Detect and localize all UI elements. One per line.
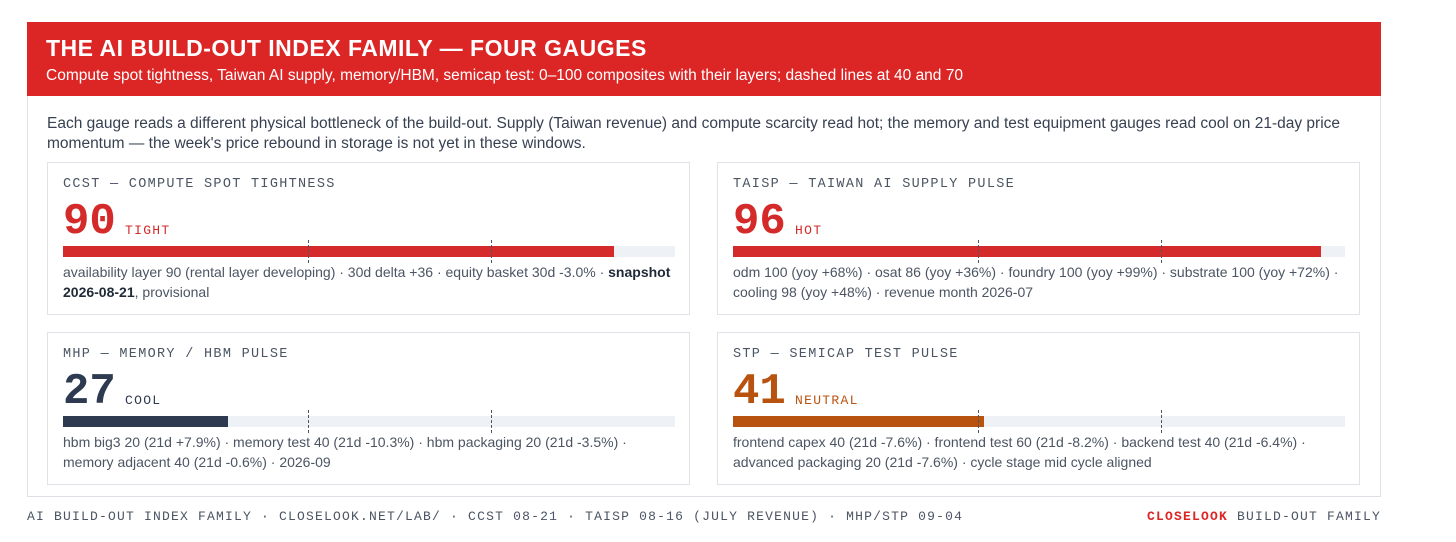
threshold-line [1161,240,1163,263]
gauge-card: STP — SEMICAP TEST PULSE 41 NEUTRAL fronten… [717,332,1360,485]
gauge-track [733,240,1345,263]
gauge-bar [63,416,229,427]
gauge-name: CCST — COMPUTE SPOT TIGHTNESS [63,177,336,192]
detail-text: snapshot 2026-08-21 [63,264,671,300]
gauge-value: 27 [63,367,116,417]
gauge-bar [733,416,984,427]
gauge-detail: odm 100 (yoy +68%) · osat 86 (yoy +36%) … [733,262,1348,302]
gauge-state: HOT [795,223,823,238]
footer-brand: CLOSELOOK [1146,509,1228,524]
threshold-line [977,410,979,433]
gauge-value: 96 [733,197,786,247]
gauge-value: 41 [733,367,786,417]
footer-brand-rest: BUILD-OUT FAMILY [1236,509,1381,524]
gauge-card: MHP — MEMORY / HBM PULSE 27 COOL hbm big3 2… [47,332,690,485]
gauge-detail: hbm big3 20 (21d +7.9%) · memory test 40… [63,432,678,472]
gauge-name: MHP — MEMORY / HBM PULSE [63,347,289,362]
gauge-name: STP — SEMICAP TEST PULSE [733,347,959,362]
gauge-value: 90 [63,197,116,247]
gauge-card: CCST — COMPUTE SPOT TIGHTNESS 90 TIGHT avai… [47,162,690,315]
footer-right: CLOSELOOK BUILD-OUT FAMILY [1147,509,1381,524]
gauge-state: COOL [125,393,162,408]
detail-text: hbm big3 20 (21d +7.9%) · memory test 40… [63,434,627,470]
footer-left: AI BUILD-OUT INDEX FAMILY · CLOSELOOK.NE… [27,509,964,524]
detail-text: availability layer 90 (rental layer deve… [63,264,609,280]
gauge-card: TAISP — TAIWAN AI SUPPLY PULSE 96 HOT odm 1… [717,162,1360,315]
gauge-state: NEUTRAL [795,393,859,408]
detail-text: odm 100 (yoy +68%) · osat 86 (yoy +36%) … [733,264,1339,300]
detail-text: , provisional [134,284,210,300]
subtitle: Compute spot tightness, Taiwan AI supply… [46,67,963,84]
gauge-track [63,410,675,433]
gauge-track [733,410,1345,433]
header: THE AI BUILD-OUT INDEX FAMILY — FOUR GAU… [27,22,1381,96]
gauge-bar [733,246,1321,257]
threshold-line [307,410,309,433]
intro: Each gauge reads a different physical bo… [47,115,1341,152]
threshold-line [1161,410,1163,433]
gauge-state: TIGHT [125,223,171,238]
threshold-line [307,240,309,263]
title: THE AI BUILD-OUT INDEX FAMILY — FOUR GAU… [46,35,647,61]
gauge-bar [63,246,614,257]
gauge-detail: availability layer 90 (rental layer deve… [63,262,678,302]
threshold-line [491,410,493,433]
gauge-name: TAISP — TAIWAN AI SUPPLY PULSE [733,177,1016,192]
gauge-detail: frontend capex 40 (21d -7.6%) · frontend… [733,432,1348,472]
panel [27,96,1381,497]
gauge-track [63,240,675,263]
threshold-line [491,240,493,263]
detail-text: frontend capex 40 (21d -7.6%) · frontend… [733,434,1306,470]
threshold-line [977,240,979,263]
